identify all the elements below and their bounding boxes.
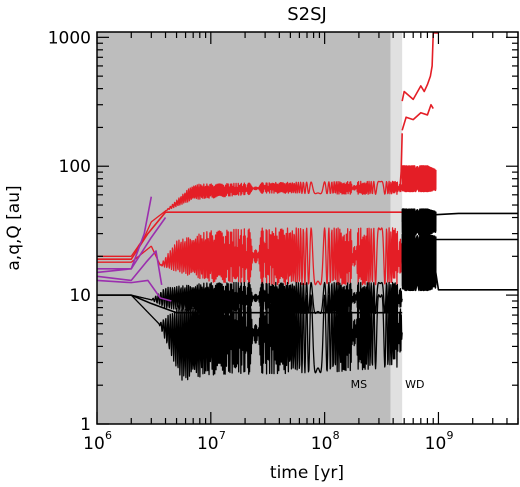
series-line-8: [96, 250, 163, 286]
x-tick-exponent: 9: [446, 429, 453, 442]
x-tick-label: 10 7: [197, 429, 226, 454]
series-line-11: [401, 103, 434, 131]
x-axis-label: time [yr]: [270, 463, 344, 483]
series-line-6: [97, 196, 153, 270]
x-tick-label: 10 8: [311, 429, 340, 454]
phase-label-wd: WD: [405, 378, 424, 391]
y-tick-label: 100: [59, 157, 91, 177]
x-tick-label: 10 6: [83, 429, 112, 454]
y-axis-label: a,q,Q [au]: [4, 185, 24, 270]
x-tick-exponent: 7: [219, 429, 226, 442]
x-tick-base: 10: [197, 434, 219, 454]
series-line-9: [96, 279, 172, 302]
x-tick-labels: 10 6 10 7 10 8 10 9: [83, 429, 453, 454]
phase-band-wd: [390, 32, 403, 424]
phase-labels: MS WD: [351, 378, 425, 391]
axis-ticks: [96, 32, 519, 425]
y-tick-label: 10: [69, 286, 91, 306]
y-tick-label: 1000: [48, 28, 91, 48]
phase-label-ms: MS: [351, 378, 367, 391]
series-line-18: [399, 133, 403, 187]
series-line-17: [432, 256, 518, 291]
series-line-1: [97, 211, 403, 260]
series-line-15: [433, 212, 518, 216]
series-line-5: [96, 292, 403, 381]
series-line-12: [401, 165, 437, 193]
series-line-13: [401, 208, 437, 236]
x-tick-base: 10: [425, 434, 447, 454]
series-line-7: [96, 217, 167, 274]
chart-title: S2SJ: [287, 4, 327, 25]
data-series: [96, 32, 518, 381]
x-tick-base: 10: [83, 434, 105, 454]
x-tick-label: 10 9: [425, 429, 454, 454]
x-tick-exponent: 6: [105, 429, 112, 442]
x-tick-exponent: 8: [333, 429, 340, 442]
series-line-14: [401, 233, 437, 292]
y-tick-labels: 1 10 100 1000: [48, 28, 91, 435]
y-tick-label: 1: [80, 415, 91, 435]
series-line-10: [401, 32, 439, 102]
series-line-0: [96, 180, 403, 257]
x-tick-base: 10: [311, 434, 333, 454]
